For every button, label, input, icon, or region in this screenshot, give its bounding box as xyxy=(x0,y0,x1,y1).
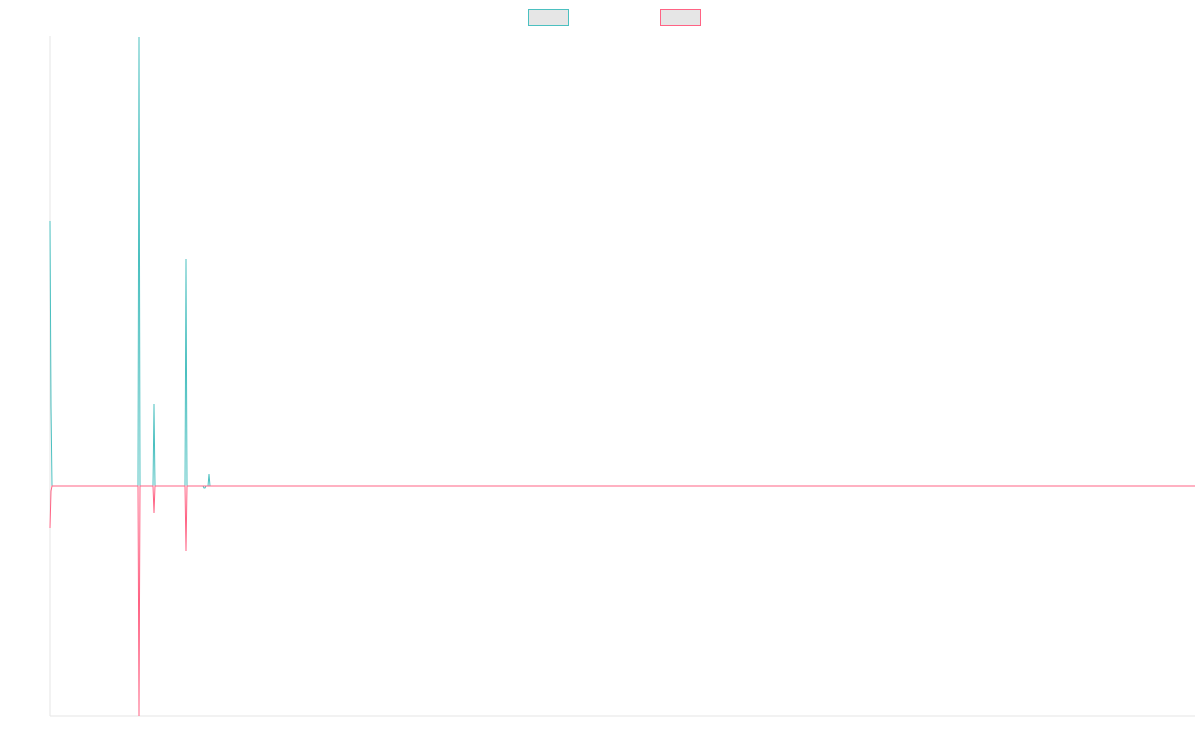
legend-swatch-1[interactable] xyxy=(528,9,569,26)
axes-layer xyxy=(49,36,1195,717)
series-line-2 xyxy=(49,485,1195,717)
legend xyxy=(528,9,701,26)
series-layer xyxy=(49,36,1195,717)
legend-swatch-2[interactable] xyxy=(660,9,701,26)
series-line-1 xyxy=(49,36,1195,489)
